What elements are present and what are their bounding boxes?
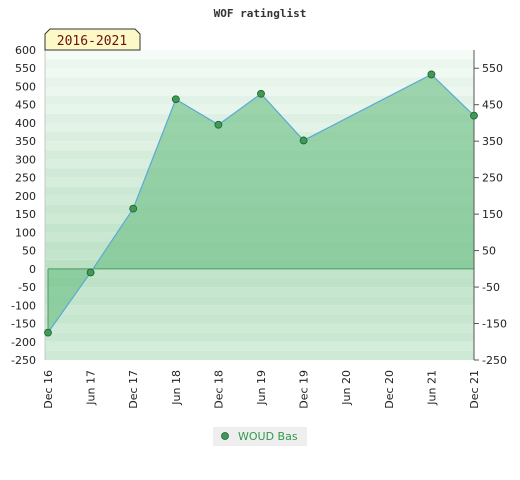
area-layer <box>47 73 475 333</box>
legend-label: WOUD Bas <box>238 430 298 443</box>
tick-labels: 600550500450400350300250200150100500-50-… <box>11 44 507 409</box>
y-left-tick-label: 50 <box>22 245 36 258</box>
y-left-tick-label: 550 <box>15 62 36 75</box>
background-band <box>45 50 474 60</box>
background-band <box>45 332 474 342</box>
series-area <box>48 74 474 333</box>
x-tick-label: Jun 17 <box>85 370 98 406</box>
legend[interactable]: WOUD Bas <box>213 427 307 446</box>
period-badge: 2016-2021 <box>44 28 141 51</box>
y-right-tick-label: -250 <box>482 354 507 367</box>
y-right-tick-label: 250 <box>482 172 503 185</box>
y-left-tick-label: -200 <box>11 336 36 349</box>
legend-box <box>213 427 307 446</box>
y-right-tick-label: -150 <box>482 318 507 331</box>
y-right-tick-label: -50 <box>482 281 500 294</box>
data-point <box>427 70 436 79</box>
background-band <box>45 287 474 297</box>
chart-title: WOF ratinglist <box>214 7 307 20</box>
y-left-tick-label: 400 <box>15 117 36 130</box>
axes <box>44 50 475 360</box>
background-band <box>45 277 474 288</box>
background-band <box>45 314 474 324</box>
y-left-tick-label: -100 <box>11 299 36 312</box>
background-band <box>45 323 474 333</box>
y-left-tick-label: 300 <box>15 153 36 166</box>
x-tick-label: Jun 18 <box>170 370 183 406</box>
y-left-tick-label: 100 <box>15 226 36 239</box>
background-band <box>45 77 474 87</box>
y-left-tick-label: 250 <box>15 172 36 185</box>
x-tick-label: Jun 20 <box>340 370 353 406</box>
x-tick-label: Dec 19 <box>298 370 311 409</box>
y-right-tick-label: 50 <box>482 245 496 258</box>
y-left-tick-label: 350 <box>15 135 36 148</box>
x-tick-label: Dec 20 <box>383 370 396 409</box>
period-badge-label: 2016-2021 <box>57 34 127 49</box>
y-right-tick-label: 150 <box>482 208 503 221</box>
background-band <box>45 305 474 315</box>
background-band <box>45 341 474 351</box>
background-band <box>45 68 474 78</box>
y-left-tick-label: 450 <box>15 99 36 112</box>
y-right-tick-label: 450 <box>482 99 503 112</box>
background-band <box>45 59 474 69</box>
data-point <box>86 268 95 277</box>
y-left-tick-label: 200 <box>15 190 36 203</box>
y-right-tick-label: 550 <box>482 62 503 75</box>
legend-marker <box>221 432 229 440</box>
y-left-tick-label: 0 <box>29 263 36 276</box>
data-point <box>470 111 478 120</box>
y-left-tick-label: -50 <box>18 281 36 294</box>
y-left-tick-label: 600 <box>15 44 36 57</box>
y-right-tick-label: 350 <box>482 135 503 148</box>
x-tick-label: Jun 19 <box>255 370 268 406</box>
data-point <box>214 120 223 129</box>
background-band <box>45 296 474 306</box>
y-left-tick-label: 500 <box>15 80 36 93</box>
data-point <box>257 89 265 98</box>
y-left-tick-label: -250 <box>11 354 36 367</box>
x-tick-label: Dec 16 <box>42 370 55 409</box>
data-point <box>129 204 138 213</box>
data-point <box>171 95 180 104</box>
background-band <box>45 350 474 360</box>
x-tick-label: Dec 18 <box>212 370 225 409</box>
y-left-tick-label: -150 <box>11 318 36 331</box>
y-left-tick-label: 150 <box>15 208 36 221</box>
x-tick-label: Dec 21 <box>468 370 481 409</box>
period-badge-box <box>44 28 141 51</box>
background-band <box>45 268 474 278</box>
x-tick-label: Dec 17 <box>127 370 140 409</box>
data-markers <box>44 70 478 337</box>
data-point <box>299 136 308 145</box>
x-tick-label: Jun 21 <box>425 370 438 406</box>
data-point <box>44 328 52 337</box>
